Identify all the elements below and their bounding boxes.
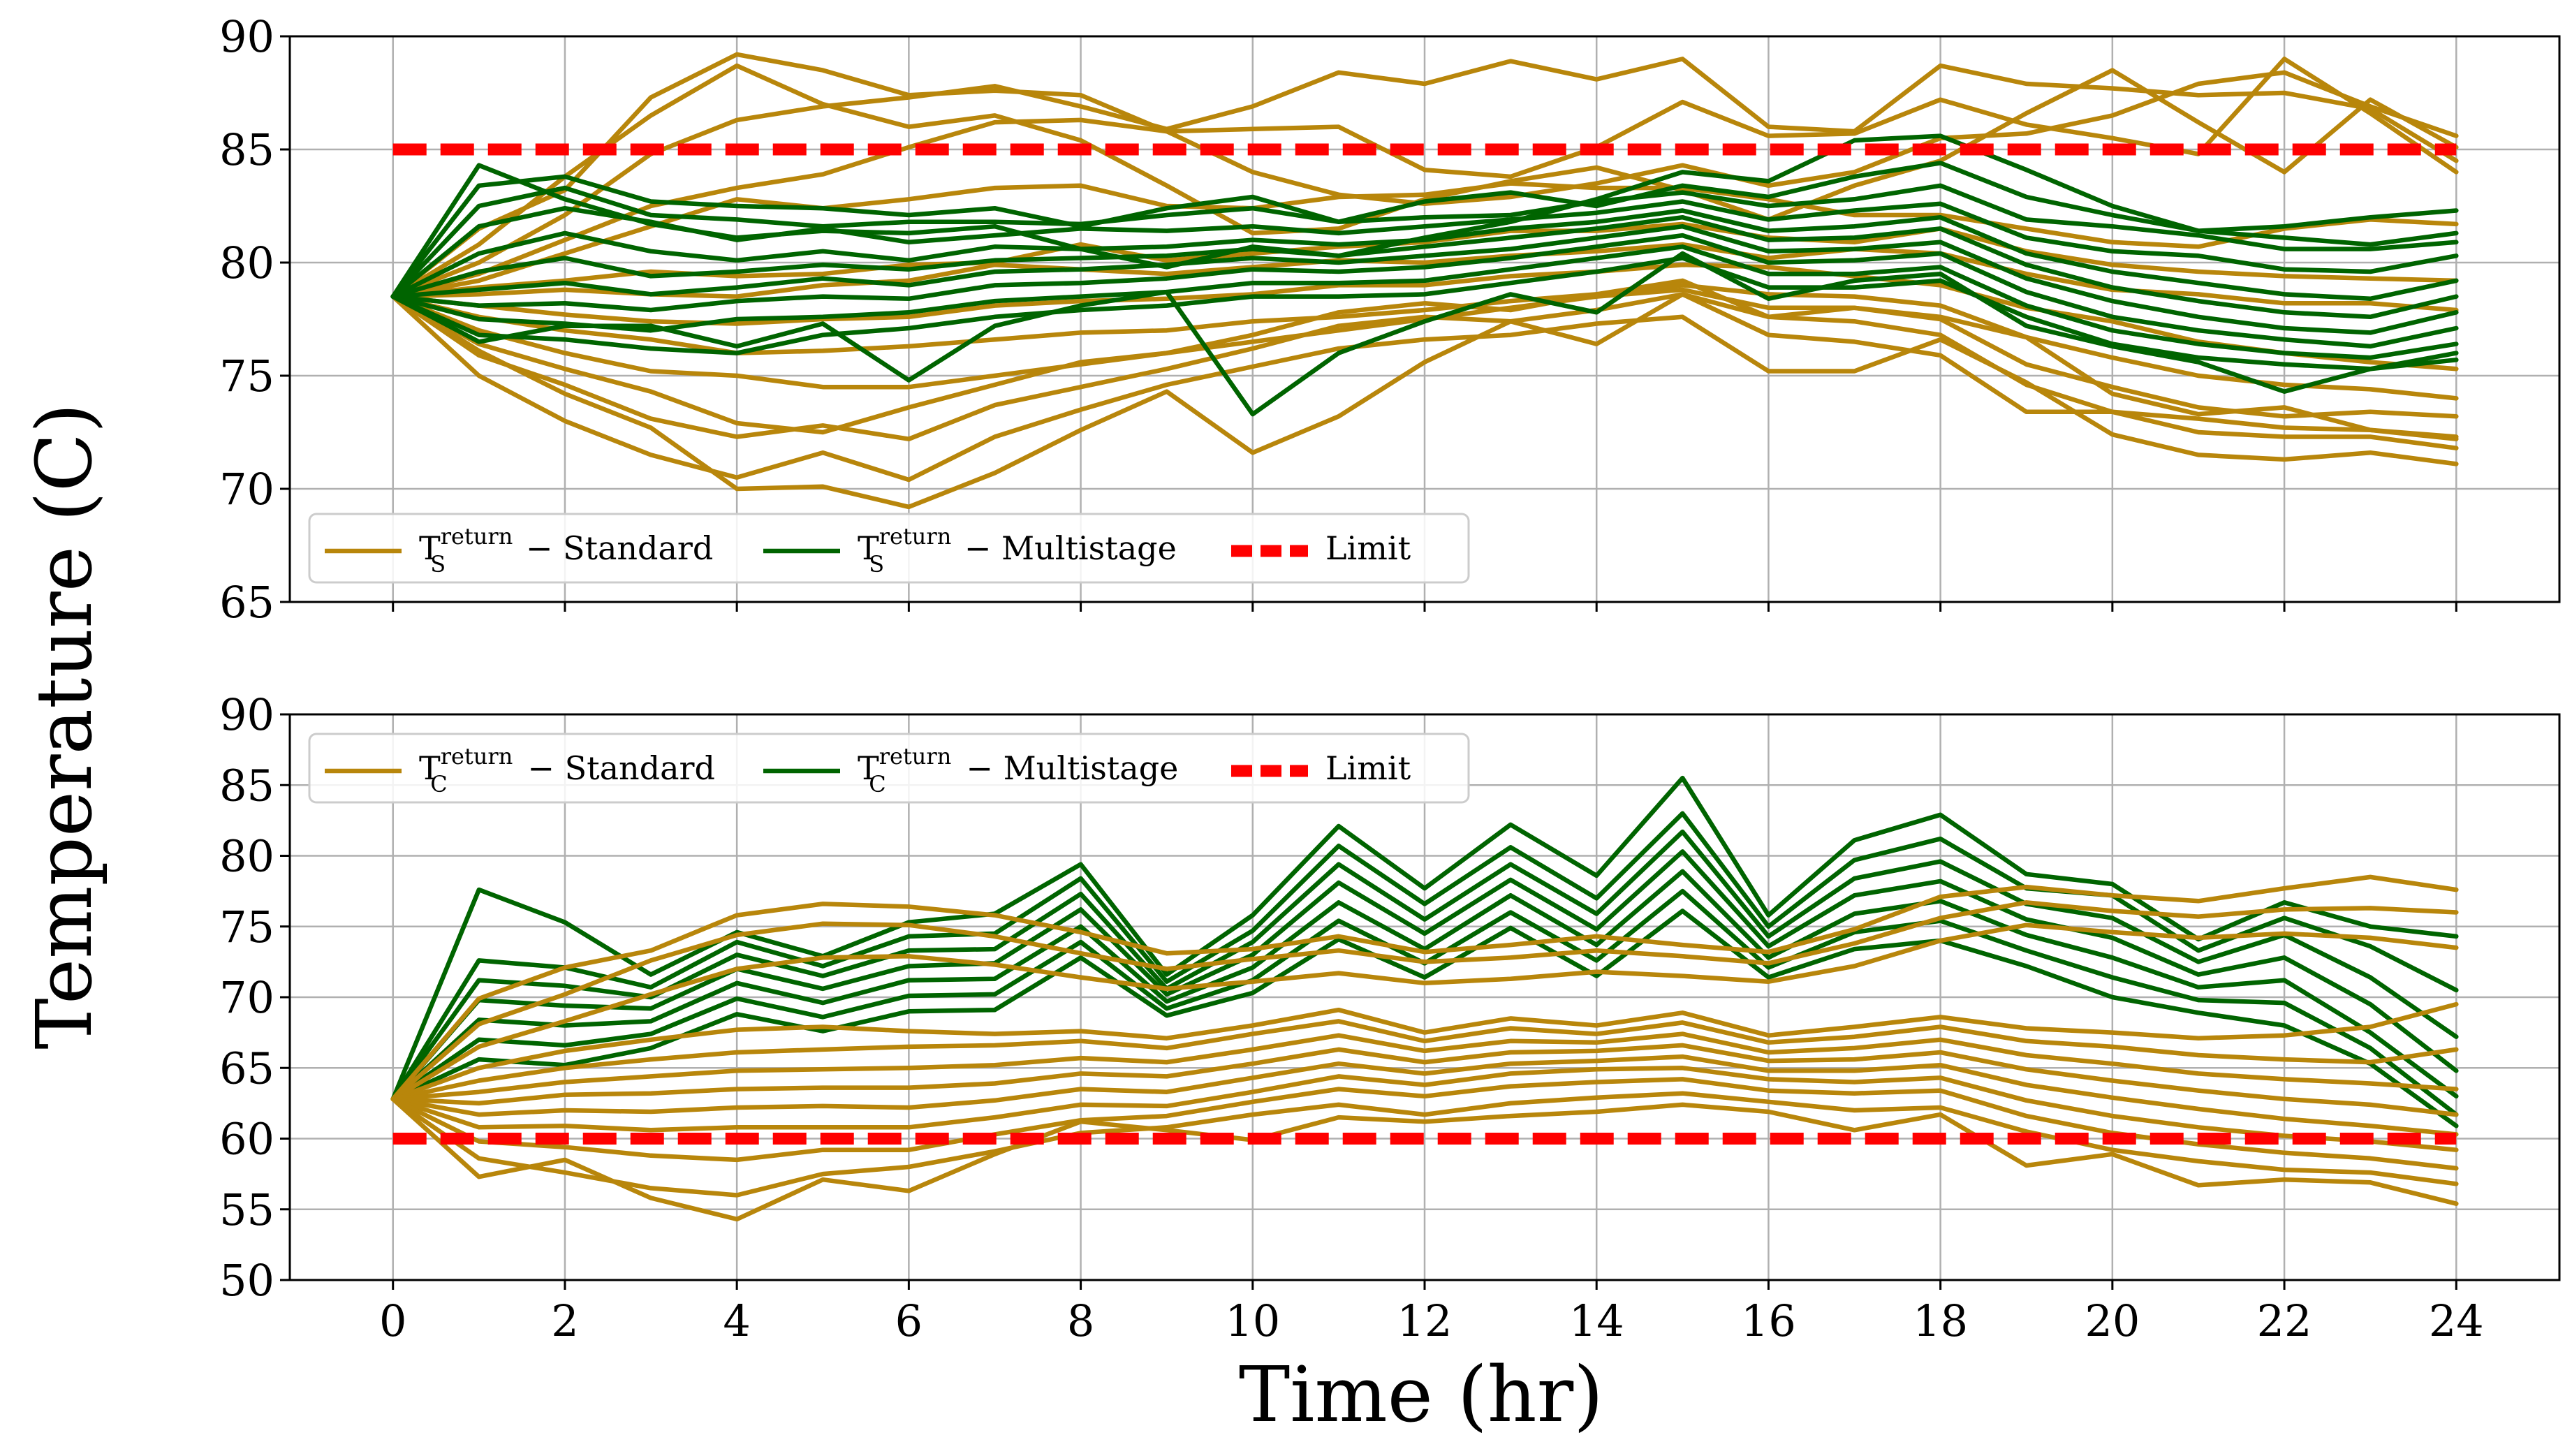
bottom-xtick-label: 4 xyxy=(723,1295,750,1346)
bottom-standard-series-line-5 xyxy=(390,1031,2459,1102)
top-standard-series-line-12 xyxy=(390,294,2459,483)
bottom-xtick-label: 18 xyxy=(1913,1295,1968,1346)
bottom-xtick-label: 6 xyxy=(895,1295,923,1346)
bottom-standard-series-line-11 xyxy=(390,1096,2459,1222)
bottom-standard-series-line-3 xyxy=(390,1001,2459,1102)
top-multistage-series-line-1 xyxy=(390,161,2459,299)
top-standard-series-line-13 xyxy=(390,292,2459,510)
bottom-legend-standard-label: Treturn C − Standard xyxy=(419,743,715,797)
top-multistage-series-line-10 xyxy=(390,251,2459,417)
bottom-ytick-label: 55 xyxy=(219,1184,274,1235)
top-multistage-series-line-2 xyxy=(390,183,2459,299)
bottom-ytick-label: 70 xyxy=(219,972,274,1023)
bottom-multistage-series-line-4 xyxy=(390,869,2459,1102)
top-legend-standard-label: Treturn S − Standard xyxy=(419,523,713,578)
bottom-multistage-series-line-6 xyxy=(390,909,2459,1128)
top-ytick-label: 70 xyxy=(219,464,274,515)
top-standard-series-line-3 xyxy=(390,57,2459,299)
bottom-ytick-label: 50 xyxy=(219,1255,274,1306)
bottom-xtick-label: 16 xyxy=(1741,1295,1796,1346)
top-ytick-label: 75 xyxy=(219,351,274,402)
top-standard-series-line-11 xyxy=(390,292,2459,450)
bottom-xtick-label: 8 xyxy=(1067,1295,1094,1346)
top-multistage-series-line-7 xyxy=(390,233,2459,349)
bottom-ytick-label: 90 xyxy=(219,689,274,740)
bottom-xtick-label: 2 xyxy=(551,1295,578,1346)
bottom-legend-multistage-label: Treturn C − Multistage xyxy=(858,743,1178,797)
bottom-legend-box xyxy=(308,733,1470,804)
top-legend-box xyxy=(308,513,1470,584)
top-multistage-series-line-8 xyxy=(390,244,2459,360)
top-standard-series-line-7 xyxy=(390,262,2459,372)
top-legend-limit-label: Limit xyxy=(1325,529,1411,567)
bottom-series-group xyxy=(390,775,2459,1222)
bottom-xtick-label: 14 xyxy=(1569,1295,1624,1346)
bottom-standard-series-line-0 xyxy=(390,874,2459,1102)
bottom-ytick-label: 65 xyxy=(219,1043,274,1094)
top-multistage-series-line-5 xyxy=(390,214,2459,320)
top-multistage-series-line-6 xyxy=(390,223,2459,335)
bottom-standard-series-line-7 xyxy=(390,1054,2459,1137)
top-standard-series-line-4 xyxy=(390,181,2459,299)
bottom-standard-series-line-6 xyxy=(390,1043,2459,1117)
top-series-group xyxy=(390,52,2459,510)
bottom-standard-series-line-4 xyxy=(390,1019,2459,1102)
bottom-standard-series-line-2 xyxy=(390,922,2459,1102)
bottom-xtick-label: 20 xyxy=(2085,1295,2140,1346)
bottom-legend: Treturn C − Standard Treturn C − Multistage… xyxy=(308,733,1470,804)
top-ytick-label: 85 xyxy=(219,124,274,175)
y-axis-title: Temperature (C) xyxy=(20,403,109,1050)
top-legend: Treturn S − Standard Treturn S − Multistage… xyxy=(308,513,1470,584)
bottom-standard-series-line-10 xyxy=(390,1091,2459,1198)
bottom-ytick-label: 80 xyxy=(219,831,274,882)
top-ytick-label: 65 xyxy=(219,577,274,628)
bottom-standard-series-line-1 xyxy=(390,900,2459,1102)
top-ytick-label: 90 xyxy=(219,11,274,62)
top-multistage-series-line-4 xyxy=(390,208,2459,302)
bottom-ytick-label: 60 xyxy=(219,1114,274,1165)
bottom-legend-limit-label: Limit xyxy=(1325,749,1411,787)
bottom-xtick-label: 10 xyxy=(1225,1295,1280,1346)
bottom-xtick-label: 0 xyxy=(379,1295,406,1346)
top-legend-multistage-label: Treturn S − Multistage xyxy=(858,523,1177,578)
bottom-ytick-label: 75 xyxy=(219,902,274,953)
bottom-multistage-series-line-0 xyxy=(390,775,2459,1102)
top-multistage-series-line-3 xyxy=(390,199,2459,299)
x-axis-title: Time (hr) xyxy=(1239,1350,1603,1439)
bottom-standard-series-line-8 xyxy=(390,1066,2459,1152)
bottom-xtick-label: 12 xyxy=(1397,1295,1453,1346)
bottom-ytick-label: 85 xyxy=(219,760,274,811)
top-standard-series-line-6 xyxy=(390,242,2459,313)
top-ytick-label: 80 xyxy=(219,237,274,288)
top-standard-series-line-2 xyxy=(390,57,2459,299)
bottom-multistage-series-line-2 xyxy=(390,829,2459,1102)
bottom-xtick-label: 22 xyxy=(2257,1295,2312,1346)
bottom-xtick-label: 24 xyxy=(2429,1295,2484,1346)
